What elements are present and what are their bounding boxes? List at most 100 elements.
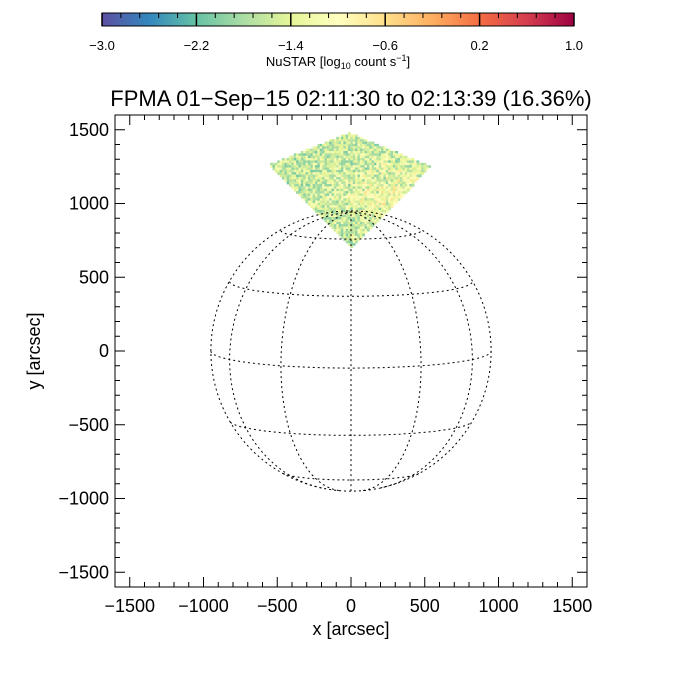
heatmap-pixel	[340, 214, 344, 218]
heatmap-pixel	[388, 162, 391, 166]
heatmap-pixel	[352, 188, 356, 192]
heatmap-pixel	[369, 169, 373, 173]
heatmap-pixel	[322, 193, 325, 197]
heatmap-pixel	[300, 150, 304, 154]
heatmap-pixel	[319, 212, 323, 216]
heatmap-pixel	[385, 186, 389, 190]
heatmap-pixel	[366, 146, 370, 150]
heatmap-pixel	[331, 191, 335, 194]
heatmap-pixel	[362, 226, 365, 230]
heatmap-pixel	[324, 165, 328, 168]
heatmap-pixel	[312, 188, 316, 192]
heatmap-pixel	[326, 200, 330, 204]
heatmap-pixel	[333, 209, 337, 213]
heatmap-pixel	[312, 195, 316, 199]
heatmap-pixel	[296, 188, 299, 192]
heatmap-pixel	[296, 181, 299, 185]
heatmap-pixel	[298, 186, 302, 190]
x-tick-label: −1500	[104, 596, 155, 616]
heatmap-pixel	[383, 172, 387, 175]
heatmap-pixel	[338, 160, 342, 164]
heatmap-pixel	[381, 212, 384, 216]
heatmap-pixel	[322, 162, 325, 166]
heatmap-pixel	[333, 165, 337, 168]
heatmap-pixel	[352, 221, 356, 225]
heatmap-pixel	[350, 141, 354, 145]
heatmap-pixel	[359, 158, 363, 161]
heatmap-pixel	[303, 155, 306, 159]
x-tick-label: 0	[346, 596, 356, 616]
heatmap-pixel	[333, 169, 337, 173]
heatmap-pixel	[329, 200, 332, 204]
heatmap-pixel	[364, 207, 368, 211]
heatmap-pixel	[388, 195, 391, 199]
heatmap-pixel	[371, 217, 375, 220]
heatmap-pixel	[364, 148, 368, 152]
heatmap-pixel	[329, 160, 332, 164]
heatmap-pixel	[397, 186, 401, 190]
heatmap-pixel	[348, 228, 351, 232]
heatmap-pixel	[338, 193, 342, 197]
heatmap-pixel	[385, 165, 389, 168]
latitude-line	[229, 421, 473, 436]
heatmap-pixel	[369, 226, 373, 230]
heatmap-pixel	[369, 191, 373, 194]
heatmap-pixel	[366, 143, 370, 147]
heatmap-pixel	[315, 198, 318, 201]
heatmap-pixel	[284, 165, 288, 168]
heatmap-pixel	[345, 176, 349, 180]
heatmap-pixel	[416, 169, 420, 173]
longitude-line	[350, 211, 422, 491]
heatmap-pixel	[376, 191, 380, 194]
heatmap-pixel	[378, 198, 382, 201]
heatmap-pixel	[274, 162, 278, 166]
heatmap-pixel	[348, 143, 351, 147]
heatmap-pixel	[274, 167, 278, 171]
heatmap-pixel	[355, 181, 358, 185]
heatmap-pixel	[366, 226, 370, 230]
heatmap-pixel	[423, 167, 427, 171]
heatmap-pixel	[324, 158, 328, 161]
heatmap-pixel	[277, 167, 281, 171]
heatmap-pixel	[378, 172, 382, 175]
heatmap-pixel	[310, 202, 314, 206]
heatmap-pixel	[331, 153, 335, 157]
heatmap-pixel	[293, 181, 297, 185]
heatmap-pixel	[348, 136, 351, 140]
heatmap-pixel	[338, 233, 342, 237]
heatmap-pixel	[388, 198, 391, 201]
heatmap-pixel	[385, 174, 389, 178]
heatmap-pixel	[305, 181, 309, 185]
heatmap-pixel	[338, 169, 342, 173]
heatmap-pixel	[315, 165, 318, 168]
heatmap-pixel	[340, 153, 344, 157]
heatmap-pixel	[357, 205, 361, 209]
heatmap-pixel	[388, 205, 391, 209]
heatmap-pixel	[350, 240, 354, 244]
heatmap-pixel	[303, 184, 306, 187]
heatmap-pixel	[345, 162, 349, 166]
heatmap-pixel	[338, 176, 342, 180]
heatmap-pixel	[407, 188, 410, 192]
heatmap-pixel	[331, 172, 335, 175]
heatmap-pixel	[322, 209, 325, 213]
heatmap-pixel	[345, 165, 349, 168]
heatmap-pixel	[270, 162, 273, 166]
heatmap-pixel	[352, 198, 356, 201]
heatmap-pixel	[409, 169, 413, 173]
heatmap-pixel	[324, 179, 328, 183]
heatmap-pixel	[345, 195, 349, 199]
heatmap-pixel	[355, 179, 358, 183]
heatmap-pixel	[329, 209, 332, 213]
heatmap-pixel	[359, 217, 363, 220]
heatmap-pixel	[296, 169, 299, 173]
heatmap-pixel	[315, 158, 318, 161]
heatmap-pixel	[395, 195, 399, 199]
heatmap-pixel	[331, 207, 335, 211]
x-axis-label: x [arcsec]	[312, 619, 389, 639]
heatmap-pixel	[407, 176, 410, 180]
heatmap-pixel	[348, 132, 351, 135]
heatmap-pixel	[333, 155, 337, 159]
